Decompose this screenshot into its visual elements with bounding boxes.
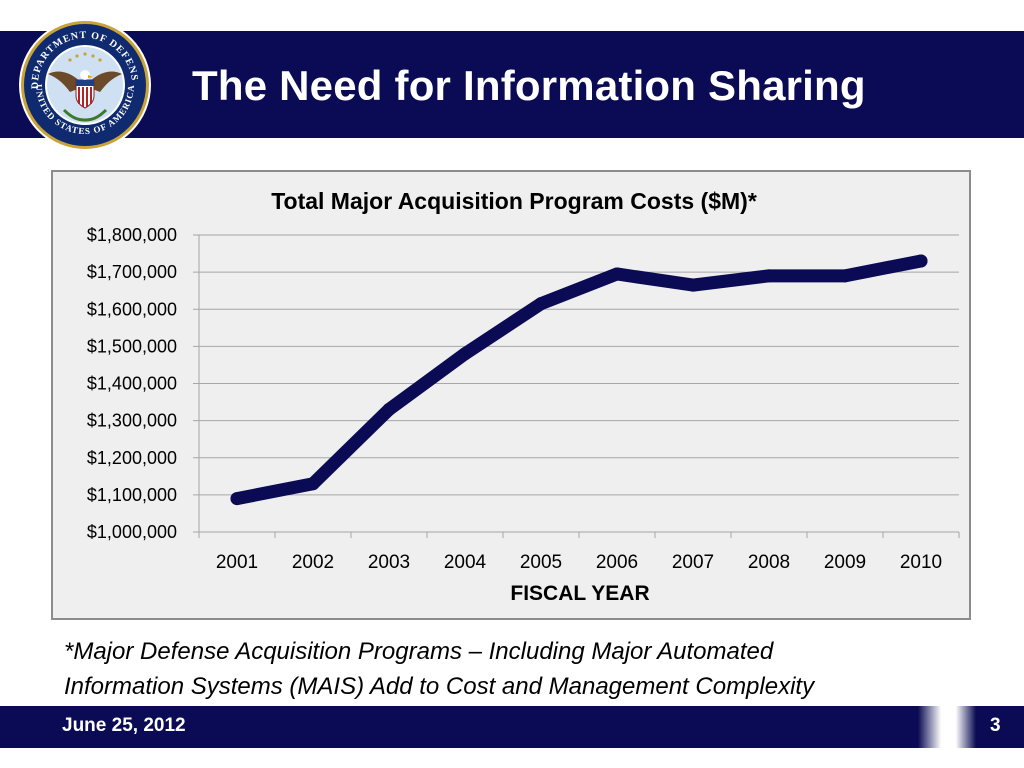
x-tick-label: 2001 [216,552,258,573]
data-point [610,267,624,281]
y-tick-label: $1,600,000 [87,299,177,319]
page-number: 3 [990,715,1001,736]
data-point [686,278,700,292]
data-point [838,269,852,283]
y-axis-tick-labels: $1,000,000 $1,100,000 $1,200,000 $1,300,000… [87,225,177,542]
x-tick-label: 2009 [824,552,866,573]
y-tick-label: $1,800,000 [87,225,177,245]
line-chart: $1,000,000 $1,100,000 $1,200,000 $1,300,000… [87,188,960,605]
chart-gridlines [193,234,960,538]
x-tick-label: 2002 [292,552,334,573]
chart-title: Total Major Acquisition Program Costs ($… [271,188,757,214]
data-point [230,492,244,506]
data-point [306,477,320,491]
y-tick-label: $1,100,000 [87,485,177,505]
data-point [914,254,928,268]
data-point [762,269,776,283]
y-tick-label: $1,000,000 [87,522,177,542]
footer-gradient-decoration [918,706,976,748]
data-point [458,347,472,361]
series-line [230,254,928,506]
x-axis-tick-labels: 2001 2002 2003 2004 2005 2006 2007 2008 2009 2010 [216,552,942,573]
footnote: *Major Defense Acquisition Programs – In… [64,634,994,704]
data-point [534,297,548,311]
x-tick-label: 2005 [520,552,562,573]
footer-bar: June 25, 2012 3 [0,706,1024,748]
dod-seal-logo: DEPARTMENT OF DEFENSE UNITED STATES OF A… [18,18,151,151]
x-tick-label: 2003 [368,552,410,573]
x-axis-label: FISCAL YEAR [510,582,649,605]
footnote-line-1: *Major Defense Acquisition Programs – In… [64,638,774,665]
chart-frame: $1,000,000 $1,100,000 $1,200,000 $1,300,000… [51,170,971,620]
footer-date: June 25, 2012 [62,715,186,736]
slide-title: The Need for Information Sharing [192,62,866,109]
data-point [382,402,396,416]
y-tick-label: $1,700,000 [87,262,177,282]
x-tick-label: 2004 [444,552,487,573]
chart-series [230,254,928,506]
y-tick-label: $1,500,000 [87,336,177,356]
y-tick-label: $1,300,000 [87,411,177,431]
x-tick-label: 2008 [748,552,790,573]
y-tick-label: $1,400,000 [87,374,177,394]
x-tick-label: 2007 [672,552,714,573]
x-tick-label: 2006 [596,552,638,573]
title-banner [0,31,1024,138]
footnote-line-2: Information Systems (MAIS) Add to Cost a… [64,673,815,700]
x-tick-label: 2010 [900,552,942,573]
y-tick-label: $1,200,000 [87,448,177,468]
